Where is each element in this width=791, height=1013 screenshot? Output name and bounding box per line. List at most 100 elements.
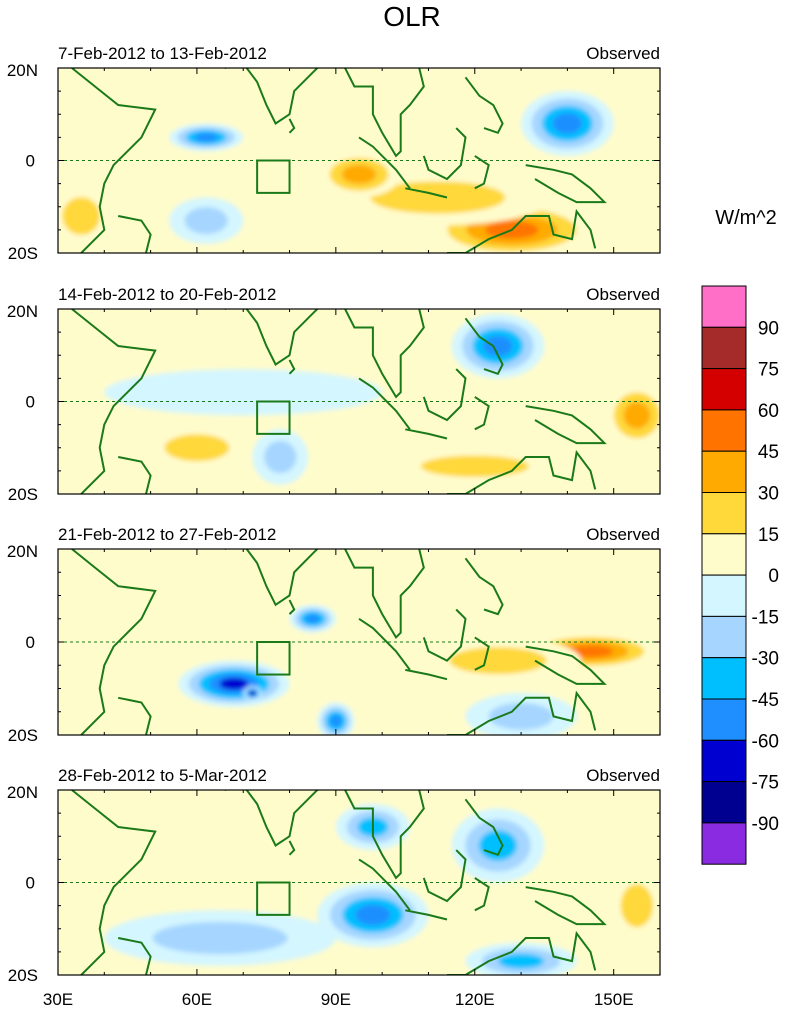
colorbar: W/m^2 90 75 60 45 30 15 0 -15 -30 -45 -60 -75 -90 xyxy=(701,207,779,865)
coastline xyxy=(447,930,597,975)
panel-status-label: Observed xyxy=(586,44,660,63)
coastline xyxy=(464,76,504,135)
colorbar-swatch xyxy=(701,781,747,824)
map-panel-3: 20N 0 20S 21-Feb-2012 to 27-Feb-2012 Observe… xyxy=(7,525,661,745)
coastline xyxy=(464,557,504,616)
coastlines xyxy=(71,68,607,253)
colorbar-tick-label: -75 xyxy=(752,773,779,794)
coastline xyxy=(224,68,319,125)
colorbar-swatch xyxy=(701,698,747,741)
coastline xyxy=(422,608,467,662)
coastline xyxy=(422,127,467,181)
coastline xyxy=(118,215,152,253)
anomaly-contour xyxy=(420,455,529,478)
colorbar-tick-label: -30 xyxy=(752,649,779,670)
colorbar-swatch xyxy=(701,450,747,494)
colorbar-tick-label: 60 xyxy=(758,401,779,422)
target-region-box xyxy=(256,159,291,194)
anomaly-contour xyxy=(329,715,342,727)
coastline xyxy=(447,208,597,253)
x-tick-label: 60E xyxy=(182,990,212,1009)
y-tick-label: 0 xyxy=(26,633,35,652)
map-panel-1: 20N 0 20S 7-Feb-2012 to 13-Feb-2012 Observed xyxy=(7,44,661,263)
panel-status-label: Observed xyxy=(586,285,660,304)
coastline xyxy=(525,886,607,926)
coastline xyxy=(525,405,607,445)
colorbar-tick-label: 75 xyxy=(758,360,779,381)
anomaly-contour xyxy=(152,921,288,955)
anomaly-contour xyxy=(164,434,230,462)
colorbar-swatch xyxy=(701,368,747,411)
colorbar-unit-label: W/m^2 xyxy=(715,207,777,229)
coastline xyxy=(118,937,152,975)
coastline xyxy=(525,164,607,204)
y-tick-label: 20S xyxy=(8,244,38,263)
colorbar-tick-label: 90 xyxy=(758,318,779,339)
coastline xyxy=(422,368,467,422)
anomaly-contour xyxy=(219,677,249,690)
anomaly-contour xyxy=(498,953,544,969)
colorbar-swatch xyxy=(701,657,747,700)
coastlines xyxy=(71,790,607,975)
coastline xyxy=(344,68,425,158)
coastline xyxy=(344,549,425,640)
colorbar-tick-label: -90 xyxy=(752,814,779,835)
anomaly-contour xyxy=(355,904,391,926)
coastline xyxy=(224,309,319,366)
anomaly-contour xyxy=(305,614,321,624)
anomaly-contour xyxy=(623,402,651,429)
coastline xyxy=(288,599,296,615)
anomaly-contour xyxy=(341,164,377,184)
y-tick-label: 20N xyxy=(7,542,38,561)
coastlines xyxy=(71,549,607,735)
colorbar-swatch xyxy=(701,822,747,865)
panel-period-label: 7-Feb-2012 to 13-Feb-2012 xyxy=(58,44,267,63)
coastline xyxy=(71,68,157,253)
target-region-box xyxy=(256,400,291,435)
coastline xyxy=(71,309,157,494)
colorbar-tick-label: 0 xyxy=(768,566,779,587)
anomaly-contour xyxy=(488,702,554,730)
target-region-box xyxy=(256,641,291,676)
anomaly-contour xyxy=(104,369,383,416)
coastline xyxy=(344,309,425,399)
anomaly-contour xyxy=(321,86,489,142)
coastline xyxy=(474,155,490,190)
coastline xyxy=(464,798,504,857)
anomaly-contour xyxy=(264,440,297,474)
colorbar-swatch xyxy=(701,574,747,617)
coastline xyxy=(474,636,490,671)
coastline xyxy=(405,187,448,199)
colorbar-swatch xyxy=(701,492,747,535)
coastlines xyxy=(71,309,607,494)
anomaly-contour xyxy=(620,884,654,928)
anomaly-contour xyxy=(552,113,583,134)
coastline xyxy=(422,849,467,903)
anomaly-field xyxy=(58,790,660,975)
anomaly-contour xyxy=(449,647,547,675)
panel-status-label: Observed xyxy=(586,525,660,544)
x-tick-label: 30E xyxy=(43,990,73,1009)
coastline xyxy=(358,617,411,671)
anomaly-contour xyxy=(478,830,517,861)
panel-period-label: 28-Feb-2012 to 5-Mar-2012 xyxy=(58,766,267,785)
coastline xyxy=(405,909,448,921)
coastline xyxy=(447,690,597,735)
anomaly-contour xyxy=(370,181,506,214)
y-tick-label: 0 xyxy=(26,393,35,412)
target-region-box xyxy=(256,881,291,916)
coastline xyxy=(358,858,411,911)
anomaly-field xyxy=(58,549,660,735)
colorbar-swatch xyxy=(701,533,747,576)
x-tick-label: 120E xyxy=(455,990,495,1009)
coastline xyxy=(358,136,411,189)
coastline xyxy=(447,449,597,494)
anomaly-contour xyxy=(451,553,637,619)
figure-title: OLR xyxy=(383,1,441,32)
y-tick-label: 20N xyxy=(7,61,38,80)
anomaly-contour xyxy=(67,327,123,383)
coastline xyxy=(288,118,296,134)
anomaly-contour xyxy=(558,799,651,846)
coastline xyxy=(344,790,425,880)
